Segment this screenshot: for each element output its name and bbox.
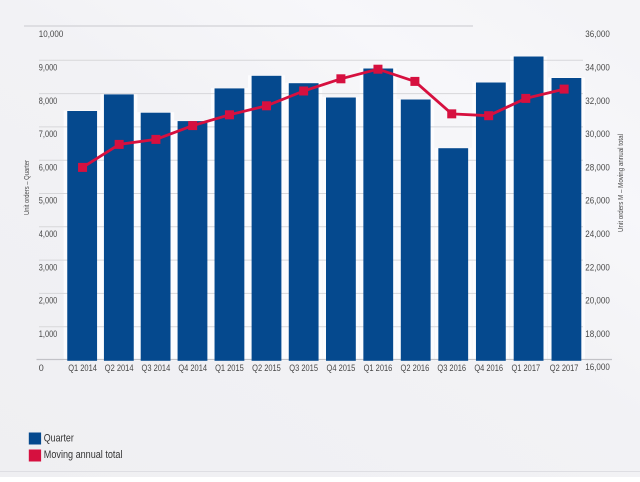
svg-text:0: 0 bbox=[39, 363, 44, 373]
svg-text:8,000: 8,000 bbox=[39, 96, 58, 106]
svg-text:Q1 2016: Q1 2016 bbox=[364, 363, 393, 373]
svg-text:18,000: 18,000 bbox=[585, 329, 610, 339]
svg-text:22,000: 22,000 bbox=[585, 262, 610, 272]
svg-text:Q1 2015: Q1 2015 bbox=[215, 363, 244, 373]
svg-text:5,000: 5,000 bbox=[39, 196, 58, 206]
svg-text:Q3 2015: Q3 2015 bbox=[289, 363, 318, 373]
svg-text:Q2 2017: Q2 2017 bbox=[550, 363, 579, 373]
svg-text:32,000: 32,000 bbox=[585, 96, 610, 106]
svg-text:26,000: 26,000 bbox=[585, 196, 610, 206]
svg-text:4,000: 4,000 bbox=[39, 229, 58, 239]
svg-text:Moving annual total: Moving annual total bbox=[44, 449, 123, 461]
svg-text:36,000: 36,000 bbox=[585, 29, 610, 39]
svg-text:28,000: 28,000 bbox=[585, 162, 610, 172]
svg-text:Q4 2014: Q4 2014 bbox=[178, 363, 207, 373]
svg-text:Unit orders M – Moving annual: Unit orders M – Moving annual total bbox=[616, 134, 625, 232]
svg-text:Q4 2016: Q4 2016 bbox=[474, 363, 503, 373]
svg-text:1,000: 1,000 bbox=[39, 329, 58, 339]
svg-text:Q1 2014: Q1 2014 bbox=[68, 363, 97, 373]
svg-text:30,000: 30,000 bbox=[585, 129, 610, 139]
svg-text:Q2 2015: Q2 2015 bbox=[252, 363, 281, 373]
svg-text:20,000: 20,000 bbox=[585, 296, 610, 306]
svg-text:7,000: 7,000 bbox=[39, 129, 58, 139]
svg-text:Q3 2014: Q3 2014 bbox=[142, 363, 171, 373]
svg-text:16,000: 16,000 bbox=[585, 362, 610, 372]
svg-text:9,000: 9,000 bbox=[39, 63, 58, 73]
svg-text:6,000: 6,000 bbox=[39, 162, 58, 172]
svg-text:Unit orders – Quarter: Unit orders – Quarter bbox=[22, 160, 31, 215]
svg-text:Quarter: Quarter bbox=[44, 432, 74, 444]
svg-text:24,000: 24,000 bbox=[585, 229, 610, 239]
svg-text:Q2 2016: Q2 2016 bbox=[401, 363, 430, 373]
svg-text:Q1 2017: Q1 2017 bbox=[511, 363, 540, 373]
svg-text:34,000: 34,000 bbox=[585, 63, 610, 73]
svg-text:2,000: 2,000 bbox=[39, 296, 58, 306]
svg-text:Q2 2014: Q2 2014 bbox=[105, 363, 134, 373]
svg-text:3,000: 3,000 bbox=[39, 262, 58, 272]
svg-text:Q3 2016: Q3 2016 bbox=[437, 363, 466, 373]
svg-text:Q4 2015: Q4 2015 bbox=[327, 363, 356, 373]
svg-text:10,000: 10,000 bbox=[39, 29, 64, 39]
